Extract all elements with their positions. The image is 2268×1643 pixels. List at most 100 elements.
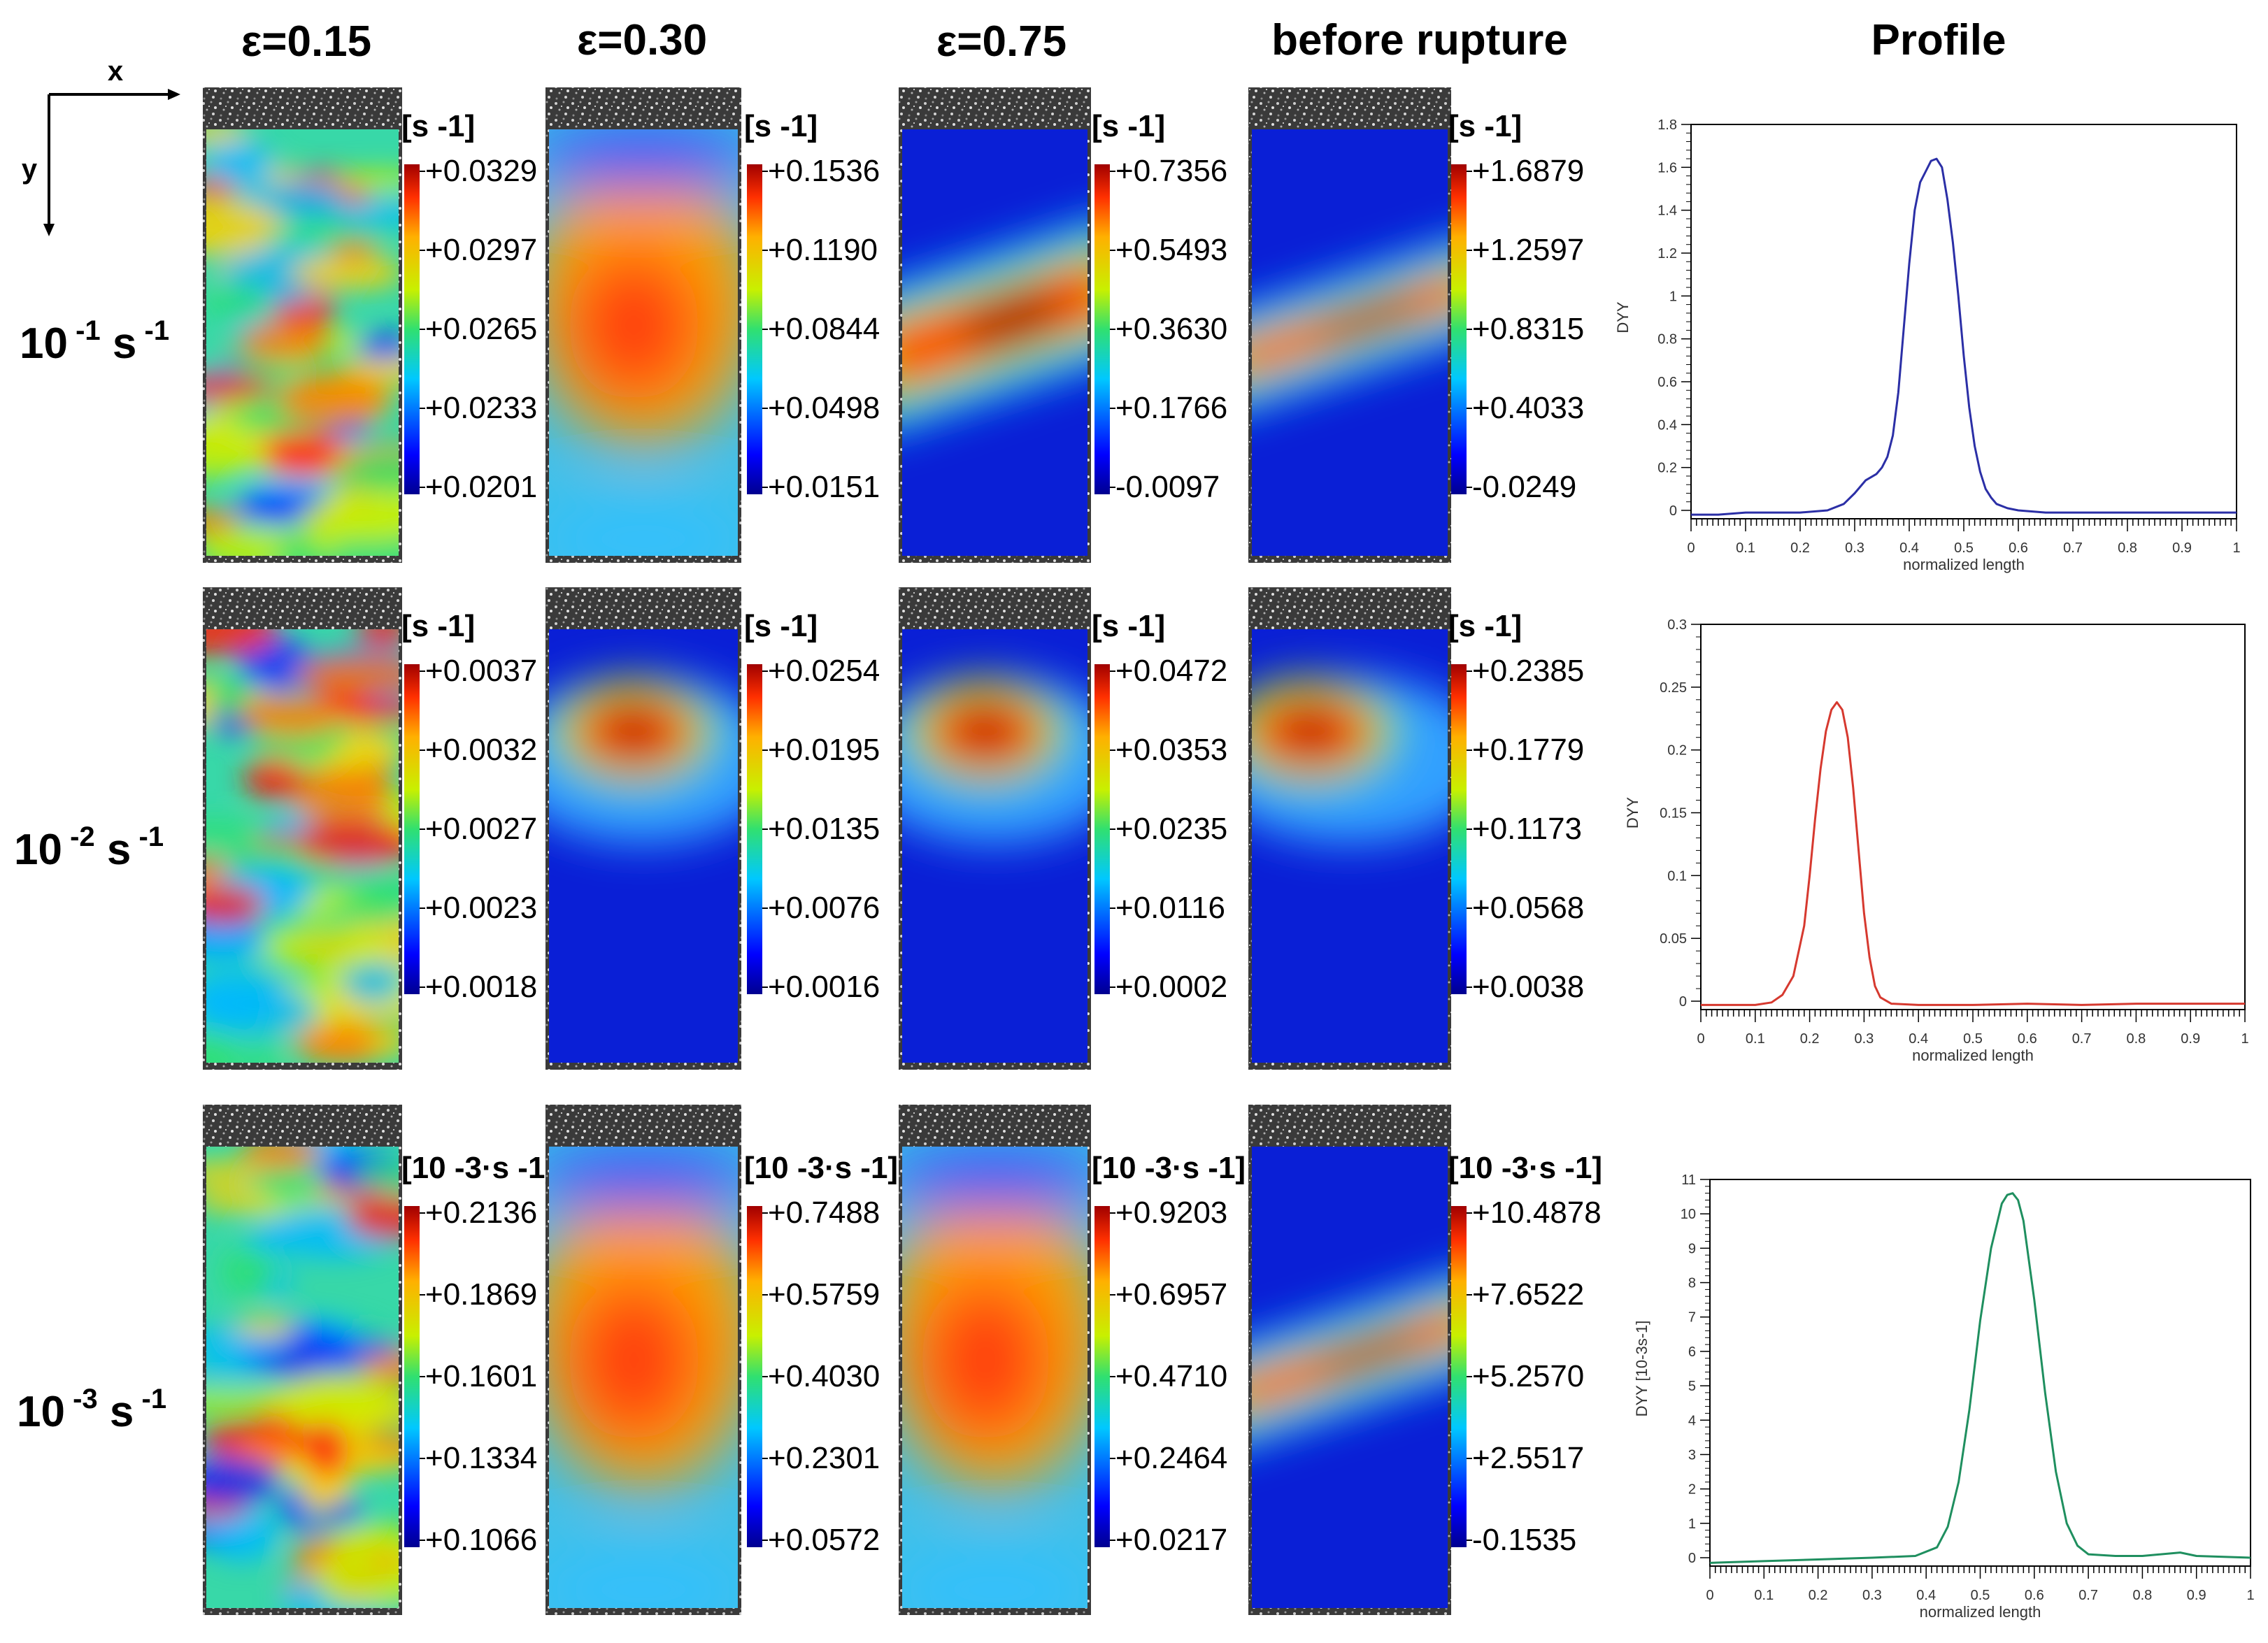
- col-header-strain-030: ε=0.30: [577, 16, 707, 64]
- colorbar-tick-label: +0.0016: [768, 970, 880, 1004]
- y-tick-label: 1.6: [1657, 160, 1677, 175]
- colorbar-tick-label: +0.2464: [1115, 1441, 1227, 1475]
- colorbar-tick-label: +0.0265: [425, 312, 537, 346]
- colorbar-tick-label: +0.5493: [1115, 233, 1227, 267]
- x-axis-title: normalized length: [1920, 1603, 2041, 1621]
- colorbar-tick-label: -0.1535: [1472, 1523, 1576, 1557]
- colorbar-tick-label: +0.1066: [425, 1523, 537, 1557]
- colorbar-tick-label: +0.0353: [1115, 733, 1227, 767]
- x-tick-label: 0.3: [1845, 540, 1864, 556]
- strain-map-r3-c2: [10 -3·s -1] +0.7488 +0.5759 +0.4030 +0.2301…: [545, 1105, 898, 1615]
- x-tick-label: 1: [2246, 1588, 2254, 1603]
- profile-line-series: [1709, 1192, 2251, 1564]
- x-tick-label: 0.1: [1746, 1031, 1765, 1047]
- colorbar: [1094, 1206, 1110, 1547]
- col-header-profile: Profile: [1871, 16, 2006, 64]
- colorbar: [1451, 164, 1467, 494]
- y-tick-label: 1.2: [1657, 246, 1677, 261]
- colorbar-tick-label: +0.0195: [768, 733, 880, 767]
- colorbar-tick-label: +0.0116: [1115, 891, 1225, 925]
- colorbar: [747, 164, 762, 494]
- column-headers: ε=0.15 ε=0.30 ε=0.75 before rupture Prof…: [241, 16, 2006, 66]
- colorbar-tick-label: +0.0076: [768, 891, 880, 925]
- y-tick-label: 0: [1679, 994, 1687, 1010]
- x-tick-label: 0.7: [2072, 1031, 2092, 1047]
- colorbar-tick-label: +0.1601: [425, 1359, 537, 1393]
- y-tick-label: 1: [1688, 1516, 1696, 1532]
- strain-map-r1-c4: [s -1] +1.6879 +1.2597 +0.8315 +0.4033 -0.024…: [1248, 87, 1584, 563]
- x-tick-label: 0.2: [1790, 540, 1810, 556]
- colorbar-tick-label: +0.1173: [1472, 812, 1582, 846]
- y-tick-label: 11: [1681, 1172, 1696, 1188]
- x-tick-label: 0.6: [2018, 1031, 2037, 1047]
- colorbar-tick-label: +5.2570: [1472, 1359, 1584, 1393]
- colorbar-tick-label: +10.4878: [1472, 1196, 1602, 1230]
- colorbar-tick-label: +0.1334: [425, 1441, 537, 1475]
- x-tick-label: 0.3: [1854, 1031, 1874, 1047]
- colorbar-tick-label: +0.6957: [1115, 1277, 1227, 1312]
- y-axis-title: DYY: [1614, 301, 1632, 333]
- colorbar-tick-label: +0.1536: [768, 154, 880, 188]
- x-axis-title: normalized length: [1912, 1047, 2034, 1064]
- x-tick-label: 0.6: [2025, 1588, 2044, 1603]
- y-tick-label: 0: [1669, 503, 1677, 519]
- x-tick-label: 0.8: [2126, 1031, 2146, 1047]
- strain-map-r1-c1: [s -1] +0.0329 +0.0297 +0.0265 +0.0233 +0.020…: [203, 87, 537, 563]
- y-tick-label: 0.6: [1657, 375, 1677, 390]
- colorbar-tick-label: +0.1190: [768, 233, 878, 267]
- plot-frame: [1700, 624, 2246, 1010]
- colorbar-tick-label: +7.6522: [1472, 1277, 1584, 1312]
- y-tick-label: 1: [1669, 289, 1677, 304]
- profile-chart-1: 0 0.1 0.2 0.3 0.4 0.5 0.6 0.7 0.8 0.9 1 0 0.2 0.4 0.6 0…: [1614, 117, 2241, 573]
- x-tick-label: 0.4: [1916, 1588, 1936, 1603]
- y-tick-label: 9: [1688, 1241, 1696, 1256]
- x-tick-label: 0: [1706, 1588, 1713, 1603]
- colorbar-unit: [s -1]: [1448, 609, 1522, 643]
- plot-frame: [1690, 124, 2237, 519]
- x-tick-label: 0.9: [2172, 540, 2192, 556]
- strain-rate-maps: [s -1] +0.0329 +0.0297 +0.0265 +0.0233 +0.020…: [203, 87, 1602, 1615]
- colorbar-tick-label: +0.0217: [1115, 1523, 1227, 1557]
- y-tick-label: 0.2: [1657, 461, 1677, 476]
- y-tick-label: 4: [1688, 1413, 1696, 1428]
- colorbar-unit: [10 -3·s -1]: [744, 1151, 898, 1185]
- x-tick-label: 0: [1687, 540, 1695, 556]
- y-tick-label: 0.1: [1667, 868, 1687, 884]
- colorbar-tick-label: +0.1869: [425, 1277, 537, 1312]
- y-tick-label: 0.2: [1667, 743, 1687, 759]
- y-axis-title: DYY [10-3s-1]: [1633, 1321, 1650, 1417]
- colorbar-unit: [s -1]: [1092, 109, 1165, 143]
- x-axis-label: x: [108, 56, 123, 87]
- y-tick-label: 5: [1688, 1379, 1696, 1394]
- colorbar-tick-label: +0.0472: [1115, 654, 1227, 688]
- colorbar: [1451, 664, 1467, 994]
- colorbar-unit: [10 -3·s -1]: [1448, 1151, 1602, 1185]
- strain-map-r3-c1: [10 -3·s -1] +0.2136 +0.1869 +0.1601 +0.1334…: [203, 1105, 555, 1615]
- strain-map-r1-c2: [s -1] +0.1536 +0.1190 +0.0844 +0.0498 +0.015…: [545, 87, 880, 563]
- x-tick-label: 0.3: [1862, 1588, 1882, 1603]
- strain-map-r2-c1: [s -1] +0.0037 +0.0032 +0.0027 +0.0023 +0.001…: [203, 587, 537, 1070]
- y-axis-label: y: [22, 154, 38, 185]
- y-tick-label: 1.8: [1657, 117, 1677, 133]
- x-tick-label: 0: [1697, 1031, 1704, 1047]
- y-tick-label: 0.3: [1667, 617, 1687, 633]
- colorbar-unit: [s -1]: [1448, 109, 1522, 143]
- colorbar-tick-label: +0.2385: [1472, 654, 1584, 688]
- x-tick-label: 1: [2232, 540, 2240, 556]
- row-labels: 10 -1 s -1 10 -2 s -1 10 -3 s -1: [14, 315, 169, 1436]
- strain-map-r1-c3: [s -1] +0.7356 +0.5493 +0.3630 +0.1766 -0.009…: [899, 87, 1227, 563]
- colorbar-tick-label: +0.2301: [768, 1441, 880, 1475]
- colorbar-tick-label: +0.0329: [425, 154, 537, 188]
- x-tick-label: 0.4: [1909, 1031, 1928, 1047]
- colorbar-tick-label: +2.5517: [1472, 1441, 1584, 1475]
- y-tick-label: 10: [1681, 1207, 1696, 1222]
- x-tick-label: 0.5: [1971, 1588, 1990, 1603]
- colorbar-tick-label: +0.0018: [425, 970, 537, 1004]
- colorbar-tick-label: +0.0233: [425, 391, 537, 425]
- row-label-rate-1: 10 -1 s -1: [20, 315, 169, 368]
- colorbar-tick-label: +0.0038: [1472, 970, 1584, 1004]
- strain-map-r3-c3: [10 -3·s -1] +0.9203 +0.6957 +0.4710 +0.2464…: [899, 1105, 1246, 1615]
- colorbar: [404, 664, 420, 994]
